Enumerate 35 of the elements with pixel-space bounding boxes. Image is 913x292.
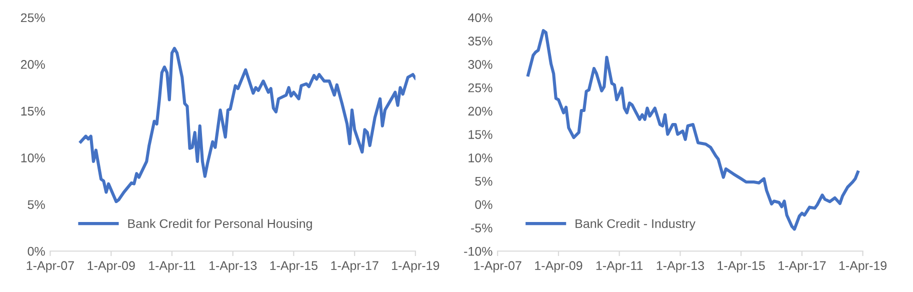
y-tick-label: 0% [28, 246, 45, 256]
y-tick-label: 5% [475, 176, 492, 186]
x-tick-label: 1-Apr-15 [718, 261, 765, 272]
x-tick-label: 1-Apr-19 [839, 261, 887, 272]
line-series [79, 46, 416, 204]
y-tick-label: 10% [468, 153, 492, 162]
x-tick-label: 1-Apr-13 [209, 261, 257, 272]
x-tick-label: 1-Apr-17 [778, 261, 826, 272]
y-tick-label: 20% [468, 106, 492, 116]
y-tick-label: 40% [468, 13, 492, 22]
x-tick-label: 1-Apr-13 [656, 261, 704, 272]
y-tick-label: 35% [468, 36, 492, 46]
x-tick-label: 1-Apr-11 [149, 261, 196, 272]
y-tick-label: 20% [20, 60, 45, 69]
x-tick-label: 1-Apr-17 [331, 261, 378, 272]
x-tick-label: 1-Apr-07 [26, 261, 74, 272]
x-tick-label: 1-Apr-11 [596, 261, 643, 272]
y-tick-label: -5% [471, 224, 492, 232]
x-tick-label: 1-Apr-09 [88, 261, 135, 272]
x-tick-label: 1-Apr-07 [474, 261, 522, 272]
legend-label: Bank Credit for Personal Housing [128, 218, 312, 231]
line-series [526, 29, 860, 231]
y-tick-label: 10% [21, 153, 45, 162]
y-tick-label: 15% [468, 130, 492, 139]
y-tick-label: 0% [475, 200, 492, 210]
y-tick-label: -10% [464, 246, 492, 256]
x-tick-label: 1-Apr-15 [270, 261, 318, 272]
y-tick-label: 25% [20, 13, 45, 22]
y-tick-label: 15% [21, 106, 45, 116]
x-tick-label: 1-Apr-19 [392, 261, 440, 272]
x-tick-label: 1-Apr-09 [535, 261, 582, 272]
legend-label: Bank Credit - Industry [576, 218, 696, 231]
y-tick-label: 5% [28, 200, 45, 210]
y-tick-label: 25% [468, 83, 492, 92]
y-tick-label: 30% [468, 60, 492, 69]
